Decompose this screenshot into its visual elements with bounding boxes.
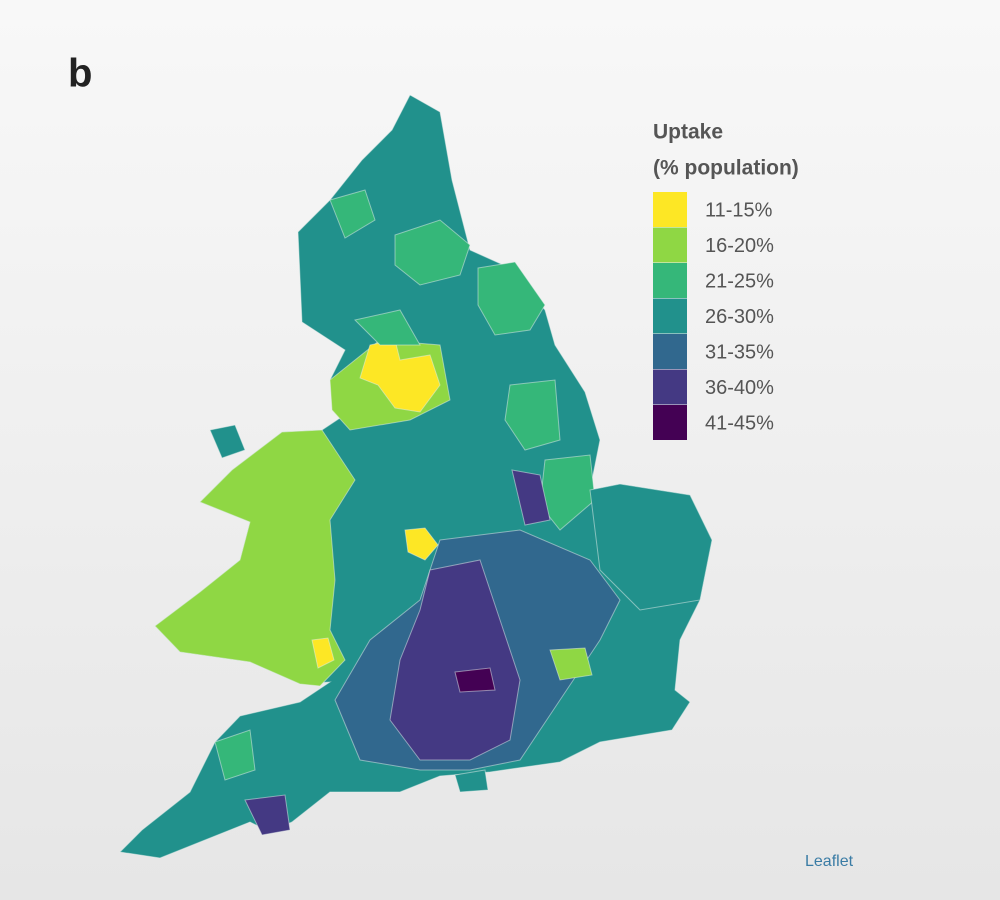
region: [214, 729, 256, 781]
region: [477, 261, 546, 336]
region: [389, 559, 521, 761]
legend-swatch: [653, 227, 687, 263]
legend-swatch: [653, 263, 687, 298]
region: [589, 483, 713, 611]
region: [209, 424, 246, 459]
panel-label: b: [68, 52, 92, 96]
legend-swatch: [653, 334, 687, 369]
legend-swatch: [653, 192, 687, 227]
region: [311, 637, 335, 669]
region: [504, 379, 561, 451]
legend-subtitle: (% population): [653, 157, 799, 180]
legend-label: 11-15%: [705, 199, 773, 221]
region: [359, 339, 441, 413]
region: [154, 429, 356, 687]
region: [549, 647, 593, 681]
legend-label: 41-45%: [705, 412, 774, 434]
region: [404, 527, 439, 561]
legend-swatch: [653, 298, 687, 334]
region: [454, 769, 489, 793]
region: [454, 667, 496, 693]
legend-label: 21-25%: [705, 270, 774, 292]
region: [329, 189, 376, 239]
legend-swatch: [653, 405, 687, 440]
attribution-link[interactable]: Leaflet: [805, 853, 854, 870]
region: [511, 469, 551, 526]
legend-label: 26-30%: [705, 306, 774, 328]
region: [394, 219, 471, 286]
map: [118, 94, 713, 859]
legend: Uptake (% population) 11-15% 16-20% 21-25%…: [653, 121, 799, 440]
legend-title: Uptake: [653, 121, 723, 144]
region: [354, 309, 421, 346]
legend-swatch: [653, 369, 687, 405]
legend-label: 36-40%: [705, 377, 774, 399]
legend-label: 16-20%: [705, 235, 774, 257]
region: [244, 794, 291, 836]
legend-label: 31-35%: [705, 341, 774, 363]
